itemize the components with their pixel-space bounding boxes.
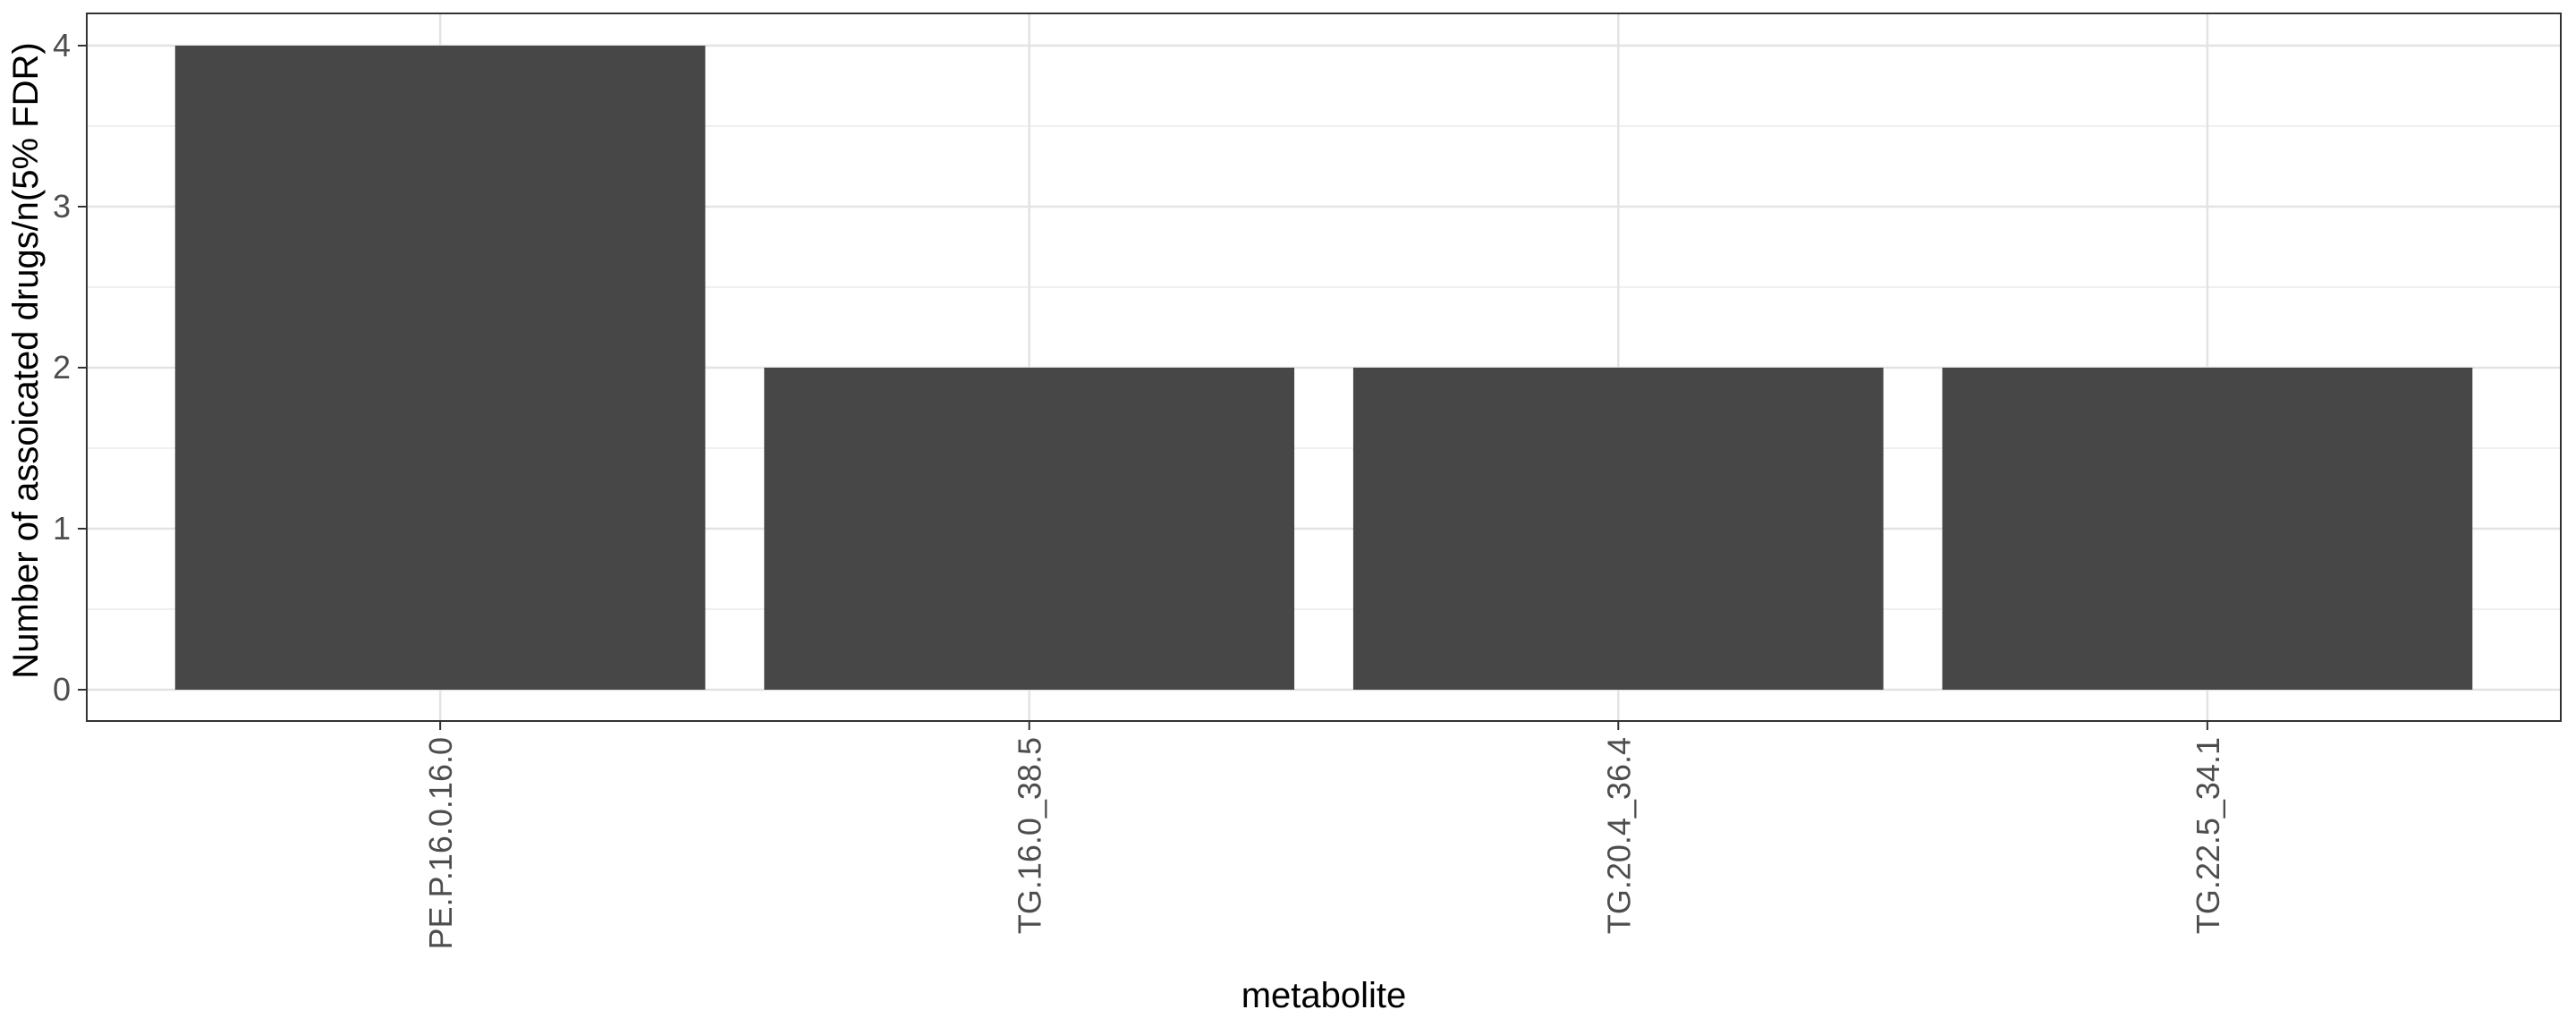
x-tick-label: TG.20.4_36.4	[1600, 737, 1637, 934]
y-axis-title: Number of assoicated drugs/n(5% FDR)	[6, 42, 46, 678]
y-tick-label: 3	[53, 188, 71, 225]
bars	[174, 46, 2473, 690]
y-tick-label: 4	[53, 27, 71, 64]
x-axis-title: metabolite	[1241, 976, 1407, 1015]
bar	[1942, 368, 2473, 690]
x-tick-label: TG.16.0_38.5	[1012, 737, 1048, 934]
x-tick-label: TG.22.5_34.1	[2190, 737, 2226, 934]
y-axis-ticks: 0 1 2 3 4	[53, 27, 87, 708]
bar	[174, 46, 706, 690]
y-tick-label: 0	[53, 671, 71, 708]
bar	[1352, 368, 1884, 690]
bar	[764, 368, 1295, 690]
y-tick-label: 2	[53, 349, 71, 386]
y-tick-label: 1	[53, 510, 71, 547]
x-axis-ticks: PE.P.16.0.16.0 TG.16.0_38.5 TG.20.4_36.4 TG…	[422, 721, 2226, 950]
x-tick-label: PE.P.16.0.16.0	[422, 737, 459, 950]
